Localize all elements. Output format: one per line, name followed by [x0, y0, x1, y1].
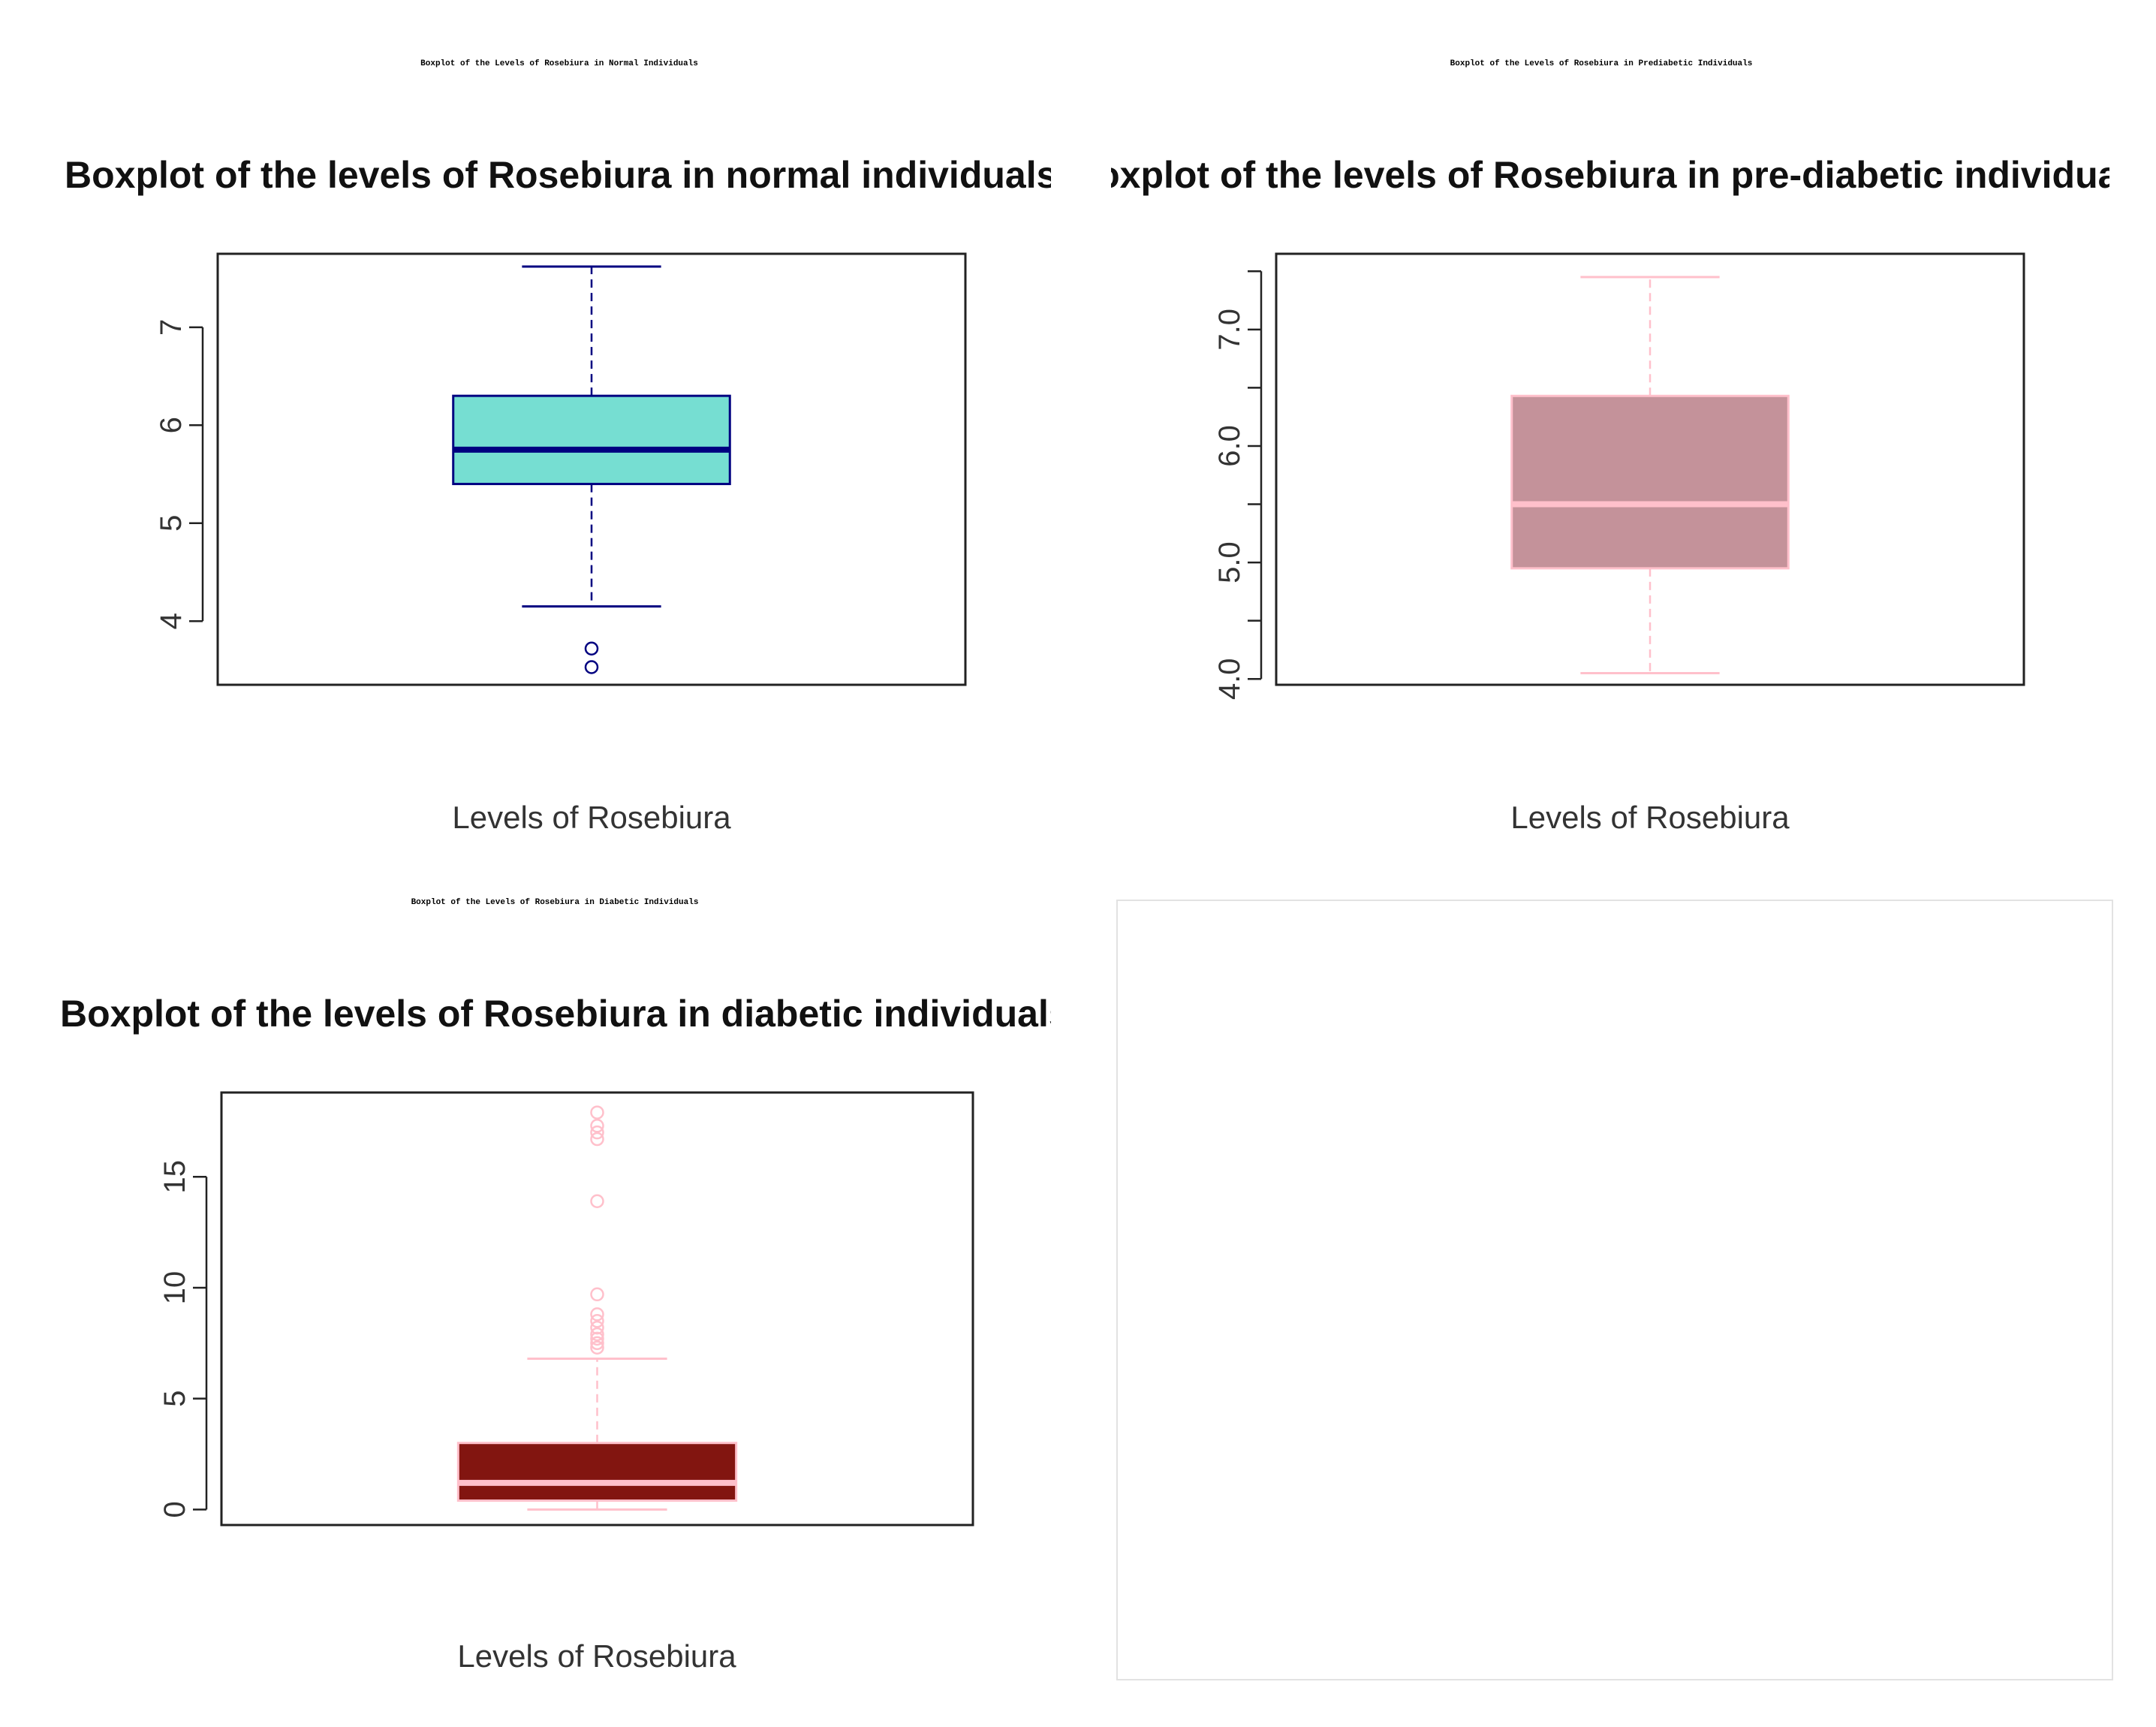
empty-panel [1116, 900, 2113, 1680]
y-tick-label: 5 [158, 1391, 191, 1407]
y-tick-label: 5 [155, 515, 188, 532]
y-tick-label: 7.0 [1213, 309, 1246, 351]
panel-caption-diabetic: Boxplot of the Levels of Rosebiura in Di… [411, 898, 699, 907]
panel-caption-normal: Boxplot of the Levels of Rosebiura in No… [420, 59, 698, 68]
boxplot-prediabetic: Boxplot of the levels of Rosebiura in pr… [1111, 154, 2109, 835]
iqr-box [456, 1442, 738, 1502]
chart-title: Boxplot of the levels of Rosebiura in pr… [1111, 154, 2109, 196]
iqr-box [1510, 394, 1790, 570]
y-tick-label: 4.0 [1213, 658, 1246, 700]
x-axis-label: Levels of Rosebiura [452, 800, 731, 835]
chart-title: Boxplot of the levels of Rosebiura in no… [65, 154, 1051, 196]
chart-title: Boxplot of the levels of Rosebiura in di… [60, 993, 1051, 1035]
y-tick-label: 6 [155, 417, 188, 433]
outlier-point [590, 1340, 604, 1355]
plot-area: 0 5 10 15 [158, 1091, 974, 1527]
y-tick-label: 10 [158, 1271, 191, 1305]
y-axis: 4.0 5.0 6.0 7.0 [1213, 270, 1263, 700]
box-marks [452, 265, 731, 674]
y-axis: 0 5 10 15 [158, 1160, 208, 1518]
outlier-point [590, 1119, 604, 1133]
panel-caption-prediabetic: Boxplot of the Levels of Rosebiura in Pr… [1450, 59, 1753, 68]
chart-panel-normal: Boxplot of the levels of Rosebiura in no… [53, 135, 1051, 856]
box-marks [456, 1105, 738, 1511]
outlier-point [590, 1320, 604, 1335]
y-tick-label: 5.0 [1213, 541, 1246, 583]
chart-panel-diabetic: Boxplot of the levels of Rosebiura in di… [53, 974, 1051, 1695]
outlier-point [590, 1105, 604, 1120]
plot-frame [1275, 252, 2025, 686]
y-axis: 4 5 6 7 [155, 319, 204, 629]
plot-area: 4 5 6 7 [155, 252, 967, 686]
iqr-box [452, 394, 731, 486]
y-tick-label: 7 [155, 319, 188, 336]
y-tick-label: 15 [158, 1160, 191, 1194]
box-marks [1510, 276, 1790, 674]
boxplot-normal: Boxplot of the levels of Rosebiura in no… [65, 154, 1051, 835]
x-axis-label: Levels of Rosebiura [1510, 800, 1790, 835]
y-tick-label: 4 [155, 613, 188, 629]
outlier-point [584, 660, 599, 674]
chart-panel-prediabetic: Boxplot of the levels of Rosebiura in pr… [1111, 135, 2109, 856]
plot-area: 4.0 5.0 6.0 7.0 [1213, 252, 2025, 700]
boxplot-diabetic: Boxplot of the levels of Rosebiura in di… [60, 993, 1051, 1674]
y-tick-label: 0 [158, 1501, 191, 1518]
outlier-point [590, 1313, 604, 1328]
x-axis-label: Levels of Rosebiura [457, 1638, 736, 1674]
outlier-point [590, 1287, 604, 1302]
y-tick-label: 6.0 [1213, 425, 1246, 467]
plot-frame [216, 252, 967, 686]
plot-frame [220, 1091, 974, 1527]
outlier-point [590, 1327, 604, 1342]
outlier-point [590, 1132, 604, 1147]
outlier-point [590, 1307, 604, 1322]
outlier-point [590, 1194, 604, 1208]
outlier-point [590, 1125, 604, 1140]
outlier-point [584, 641, 599, 656]
outlier-point [590, 1336, 604, 1351]
